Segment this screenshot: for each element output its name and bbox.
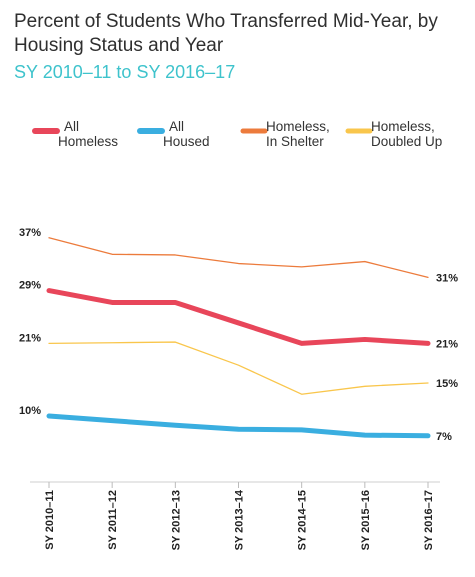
x-tick-label: SY 2016–17 [423, 490, 435, 550]
end-value-label: 31% [436, 272, 458, 284]
end-value-label: 21% [436, 338, 458, 350]
x-tick-label: SY 2013–14 [234, 489, 246, 550]
legend-label: In Shelter [266, 134, 324, 149]
x-tick-label: SY 2010–11 [44, 490, 56, 550]
legend-label: Homeless, [266, 119, 330, 134]
start-value-label: 10% [19, 405, 41, 417]
legend-label: All [169, 119, 184, 134]
legend-label: Housed [163, 134, 210, 149]
legend-label: All [64, 119, 79, 134]
legend-label: Doubled Up [371, 134, 442, 149]
series-line [46, 288, 431, 346]
start-value-label: 37% [19, 227, 41, 239]
x-tick-label: SY 2014–15 [297, 490, 309, 550]
chart-subtitle: SY 2010–11 to SY 2016–17 [14, 62, 236, 82]
series-line [48, 237, 429, 279]
x-tick-label: SY 2011–12 [107, 490, 119, 550]
start-value-label: 21% [19, 332, 41, 344]
x-tick-label: SY 2015–16 [360, 490, 372, 550]
x-tick-label: SY 2012–13 [170, 490, 182, 550]
start-value-label: 29% [19, 280, 41, 292]
legend-label: Homeless [58, 134, 118, 149]
series-line [46, 413, 431, 439]
legend-label: Homeless, [371, 119, 435, 134]
series-line [48, 341, 429, 395]
chart-title: Percent of Students Who Transferred Mid-… [14, 11, 438, 56]
end-value-label: 7% [436, 431, 452, 443]
end-value-label: 15% [436, 378, 458, 390]
